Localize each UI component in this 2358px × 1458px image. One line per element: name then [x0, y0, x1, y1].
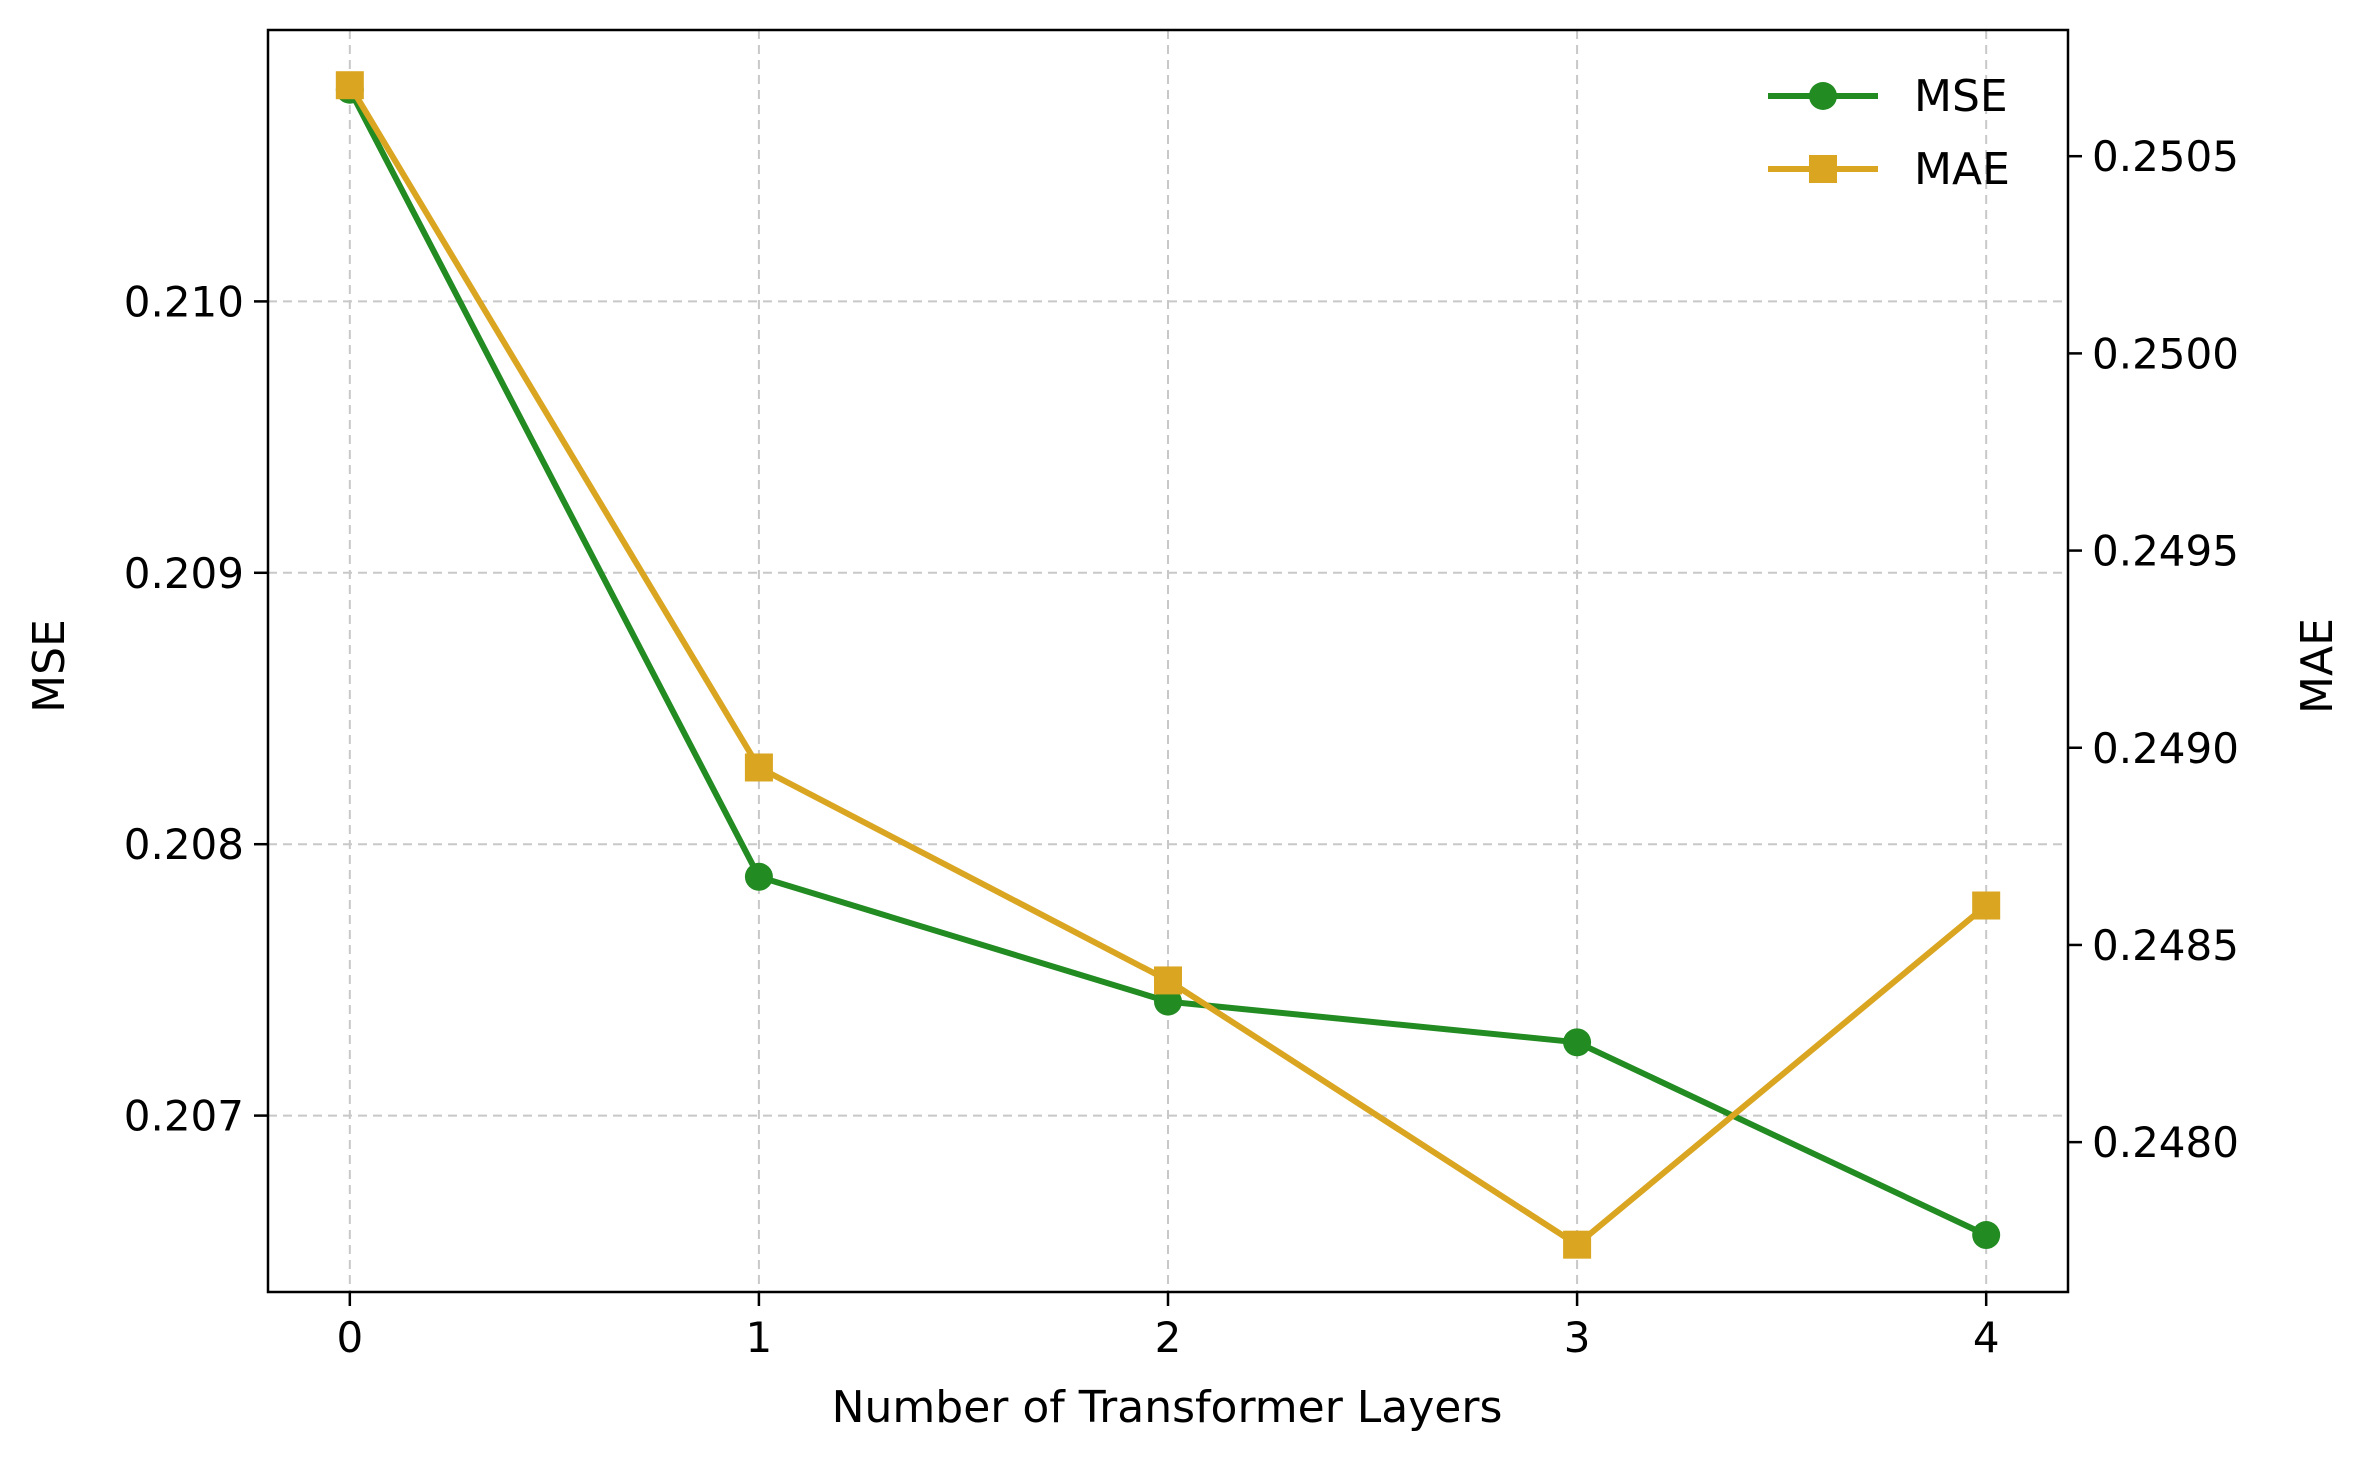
y-right-tick-label: 0.2500: [2092, 329, 2239, 378]
legend-marker-mse: [1809, 82, 1837, 110]
x-tick-label: 1: [746, 1313, 773, 1362]
x-axis-label: Number of Transformer Layers: [832, 1382, 1503, 1433]
y-right-tick-label: 0.2480: [2092, 1118, 2239, 1167]
y-right-axis-ticks: 0.2480 0.2485 0.2490 0.2495 0.2500 0.2505: [2068, 132, 2239, 1167]
legend: MSE MAE: [1768, 71, 2010, 195]
data-point-mae: [1972, 891, 2001, 920]
y-left-tick-label: 0.208: [124, 820, 244, 869]
y-right-tick-label: 0.2505: [2092, 132, 2239, 181]
data-point-mse: [744, 862, 773, 891]
legend-label-mae: MAE: [1914, 144, 2010, 195]
series-mae: [335, 71, 2001, 1259]
legend-marker-mae: [1809, 155, 1837, 183]
y-right-tick-label: 0.2485: [2092, 921, 2239, 970]
x-tick-label: 3: [1564, 1313, 1591, 1362]
y-left-tick-label: 0.207: [124, 1092, 244, 1141]
legend-label-mse: MSE: [1914, 71, 2008, 122]
data-point-mae: [744, 753, 773, 782]
data-point-mse: [1972, 1221, 2001, 1250]
x-tick-label: 4: [1973, 1313, 2000, 1362]
y-left-axis-ticks: 0.207 0.208 0.209 0.210: [124, 277, 268, 1141]
legend-item-mae: MAE: [1768, 144, 2010, 195]
legend-item-mse: MSE: [1768, 71, 2008, 122]
y-right-tick-label: 0.2490: [2092, 724, 2239, 773]
data-point-mae: [335, 71, 364, 100]
y-left-axis-label: MSE: [24, 619, 75, 713]
x-tick-label: 0: [336, 1313, 363, 1362]
grid: [268, 30, 2068, 1292]
y-right-tick-label: 0.2495: [2092, 527, 2239, 576]
x-tick-label: 2: [1155, 1313, 1182, 1362]
data-point-mae: [1563, 1230, 1592, 1259]
x-axis-ticks: 0 1 2 3 4: [336, 1292, 2000, 1362]
y-right-axis-label: MAE: [2292, 618, 2343, 714]
y-left-tick-label: 0.209: [124, 549, 244, 598]
data-point-mse: [1563, 1028, 1592, 1057]
y-left-tick-label: 0.210: [124, 277, 244, 326]
data-point-mae: [1154, 966, 1182, 995]
series-layer: [335, 71, 2001, 1259]
data-point-mse: [1154, 987, 1182, 1016]
